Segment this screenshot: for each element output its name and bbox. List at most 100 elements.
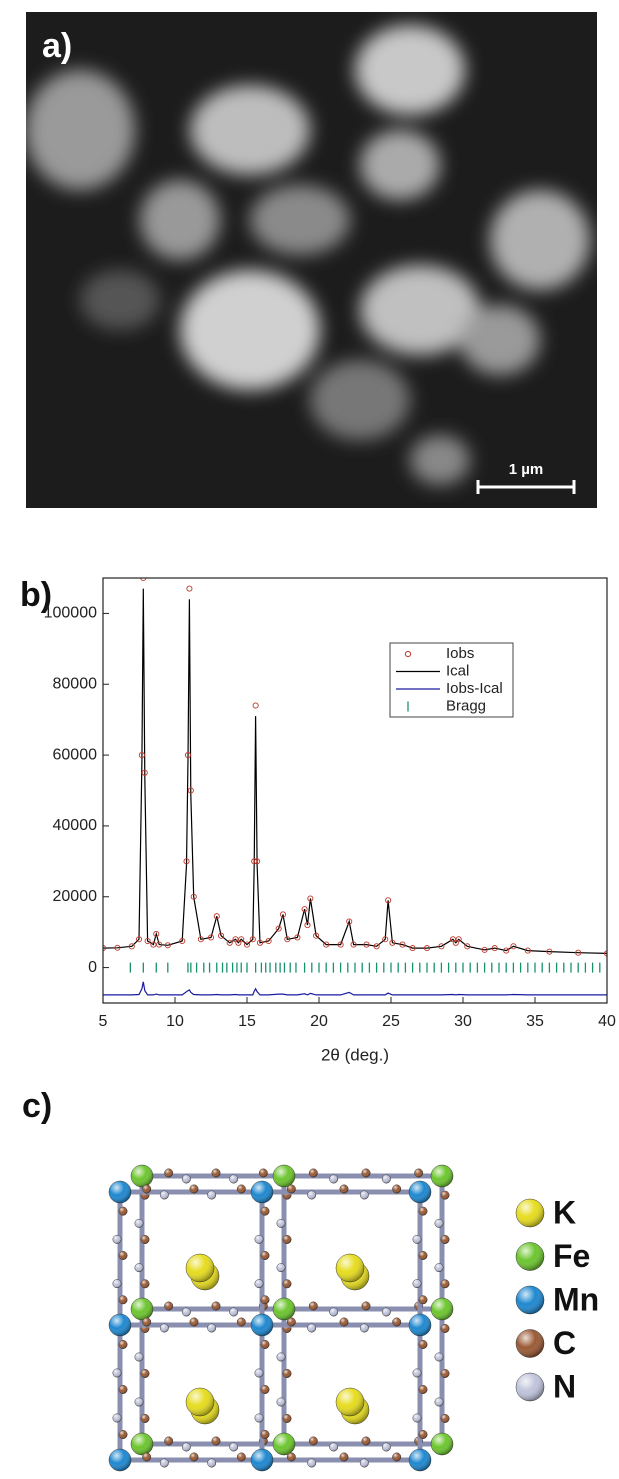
series-line [103,588,607,954]
atom-shade [382,1442,391,1452]
metal-atom-shade [109,1449,131,1471]
atom-shade [260,1385,270,1394]
observed-point [141,769,148,776]
atom-shade [160,1323,169,1333]
x-axis-label: 2θ (deg.) [321,1045,389,1064]
observed-point [218,932,225,939]
atom-shade [282,1369,292,1378]
metal-atom-shade [251,1449,273,1471]
atom-shade [260,1340,270,1349]
atom-shade [140,1414,150,1423]
observed-point [491,945,498,952]
atom-shade [254,1368,264,1378]
atom-shade [229,1174,238,1184]
atom-shade [118,1251,128,1260]
atom-shade [142,1452,151,1462]
observed-point [135,936,143,943]
atom-shade [254,1279,264,1288]
metal-atom-shade [431,1433,453,1455]
observed-point [226,939,233,946]
atom-shade [412,1413,422,1423]
observed-point [275,925,282,932]
atom-shade [418,1295,428,1305]
legend-atom-shade [516,1286,544,1314]
atom-shade [207,1190,216,1200]
observed-point [114,944,121,951]
legend-label: Mn [553,1281,599,1317]
atom-shade [260,1251,270,1260]
observed-point [385,897,392,904]
observed-point [382,936,389,943]
atom-shade [237,1184,246,1194]
atom-shade [361,1301,371,1311]
observed-point [187,787,194,794]
atom-shade [142,1317,151,1327]
atom-shade [418,1340,428,1349]
atom-shade [164,1436,173,1446]
atom-shade [112,1235,122,1244]
metal-atom-shade [409,1314,431,1336]
observed-point [213,913,220,920]
atom-shade [276,1219,286,1228]
atom-shade [260,1430,270,1439]
atom-shade [276,1263,286,1272]
atom-shade [361,1436,371,1446]
observed-point [207,934,215,941]
atom-shade [182,1174,191,1184]
atom-shade [211,1436,221,1446]
x-tick-label: 40 [598,1013,616,1030]
observed-point [546,948,553,955]
observed-point [323,941,330,948]
legend-label: C [553,1325,576,1361]
y-tick-label: 80000 [53,675,98,692]
atom-shade [329,1442,338,1452]
atom-shade [229,1307,238,1317]
observed-point [423,945,431,952]
atom-shade [276,1352,286,1362]
sem-particles [26,25,590,485]
atom-shade [237,1317,246,1327]
atom-shade [134,1397,144,1407]
legend-label: Ical [446,662,469,679]
atom-shade [140,1279,150,1289]
atom-shade [189,1184,199,1194]
observed-point [150,941,157,948]
atom-shade [418,1385,428,1394]
observed-point [128,943,135,950]
observed-point [249,936,256,943]
atom-shade [418,1430,428,1439]
atom-shade [339,1317,349,1327]
panel-label: b) [20,576,52,614]
k-atom-shade [186,1388,214,1416]
observed-point [156,941,163,948]
atom-shade [309,1168,318,1178]
observed-point [503,947,510,954]
atom-shade [140,1369,150,1378]
atom-shade [309,1301,318,1311]
atom-shade [160,1190,169,1200]
observed-point [256,939,264,946]
atom-shade [134,1219,144,1228]
atom-shade [142,1184,151,1194]
metal-atom-shade [273,1433,295,1455]
atom-shade [207,1458,216,1468]
atom-shade [118,1430,128,1439]
x-tick-label: 25 [382,1013,400,1030]
atom-shade [360,1190,369,1200]
xrd-chart: b) 2θ (deg.) 0 20000 40000 60000 80000 100000… [20,576,616,1065]
x-tick-label: 10 [166,1013,184,1030]
atom-shade [282,1414,292,1423]
atom-shade [412,1368,422,1378]
observed-point [153,930,160,937]
observed-point [279,911,287,918]
legend-atom-shade [516,1242,544,1271]
x-tick-label: 20 [310,1013,328,1030]
panel-label: a) [42,27,72,65]
observed-point [265,937,272,945]
legend-atom-shade [516,1199,544,1227]
observed-point [409,945,416,952]
atom-shade [282,1235,292,1244]
observed-point [138,752,145,759]
atom-shade [211,1301,221,1311]
atom-shade [112,1279,122,1288]
